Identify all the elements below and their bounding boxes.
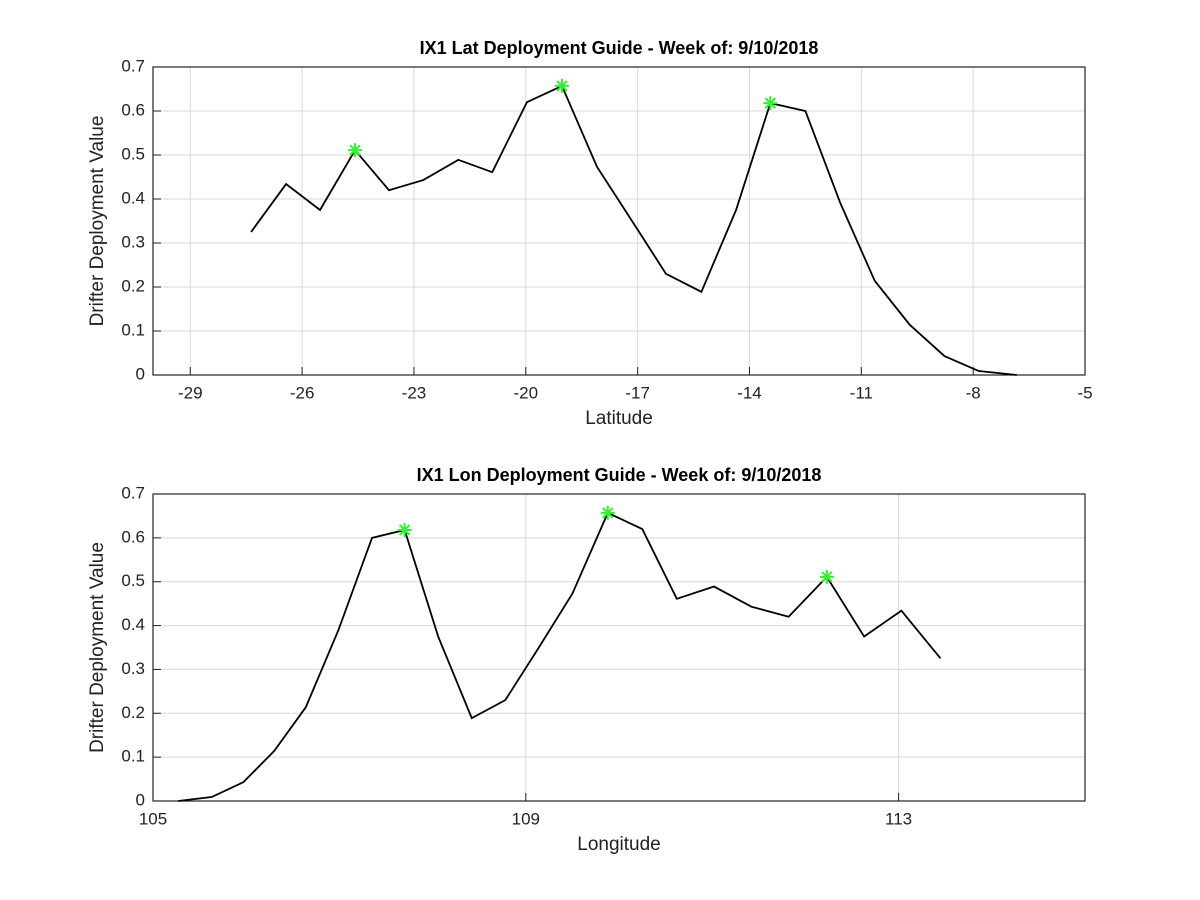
y-tick-label: 0.7 — [121, 56, 145, 75]
y-tick-label: 0.1 — [121, 320, 145, 339]
x-axis-label: Latitude — [585, 408, 653, 429]
x-tick-label: -17 — [625, 383, 650, 402]
x-tick-label: 105 — [139, 809, 167, 828]
star-marker — [763, 96, 778, 111]
x-tick-label: -29 — [178, 383, 203, 402]
y-tick-label: 0.2 — [121, 276, 145, 295]
star-marker — [397, 522, 412, 537]
y-tick-label: 0.4 — [121, 615, 145, 634]
data-line — [250, 84, 1017, 376]
y-tick-label: 0.7 — [121, 483, 145, 502]
y-axis-label: Drifter Deployment Value — [87, 116, 108, 327]
y-tick-label: 0.5 — [121, 571, 145, 590]
y-tick-label: 0 — [136, 364, 145, 383]
y-tick-label: 0.5 — [121, 144, 145, 163]
star-marker — [348, 143, 363, 158]
star-marker — [554, 78, 569, 93]
y-tick-label: 0 — [136, 790, 145, 809]
y-tick-label: 0.1 — [121, 747, 145, 766]
y-axis-label: Drifter Deployment Value — [87, 542, 108, 753]
star-marker — [819, 569, 834, 584]
x-tick-label: -8 — [966, 383, 981, 402]
x-tick-label: -14 — [737, 383, 762, 402]
y-tick-label: 0.2 — [121, 703, 145, 722]
x-tick-label: -5 — [1077, 383, 1092, 402]
x-tick-label: -26 — [290, 383, 315, 402]
chart-title: IX1 Lat Deployment Guide - Week of: 9/10… — [420, 38, 819, 58]
star-marker — [600, 505, 615, 520]
x-axis-label: Longitude — [577, 834, 660, 855]
plot-area — [153, 494, 1085, 801]
y-tick-label: 0.3 — [121, 659, 145, 678]
y-tick-label: 0.4 — [121, 188, 145, 207]
data-line — [178, 511, 942, 802]
y-tick-label: 0.6 — [121, 100, 145, 119]
x-tick-label: -11 — [850, 383, 873, 402]
y-tick-label: 0.6 — [121, 527, 145, 546]
y-tick-label: 0.3 — [121, 232, 145, 251]
plot-frame — [152, 66, 1086, 376]
plot-frame — [152, 493, 1086, 802]
plot-area — [153, 67, 1085, 375]
x-tick-label: -20 — [514, 383, 539, 402]
x-tick-label: 109 — [512, 809, 540, 828]
x-tick-label: 113 — [885, 809, 912, 828]
x-tick-label: -23 — [402, 383, 427, 402]
chart-title: IX1 Lon Deployment Guide - Week of: 9/10… — [417, 465, 822, 485]
